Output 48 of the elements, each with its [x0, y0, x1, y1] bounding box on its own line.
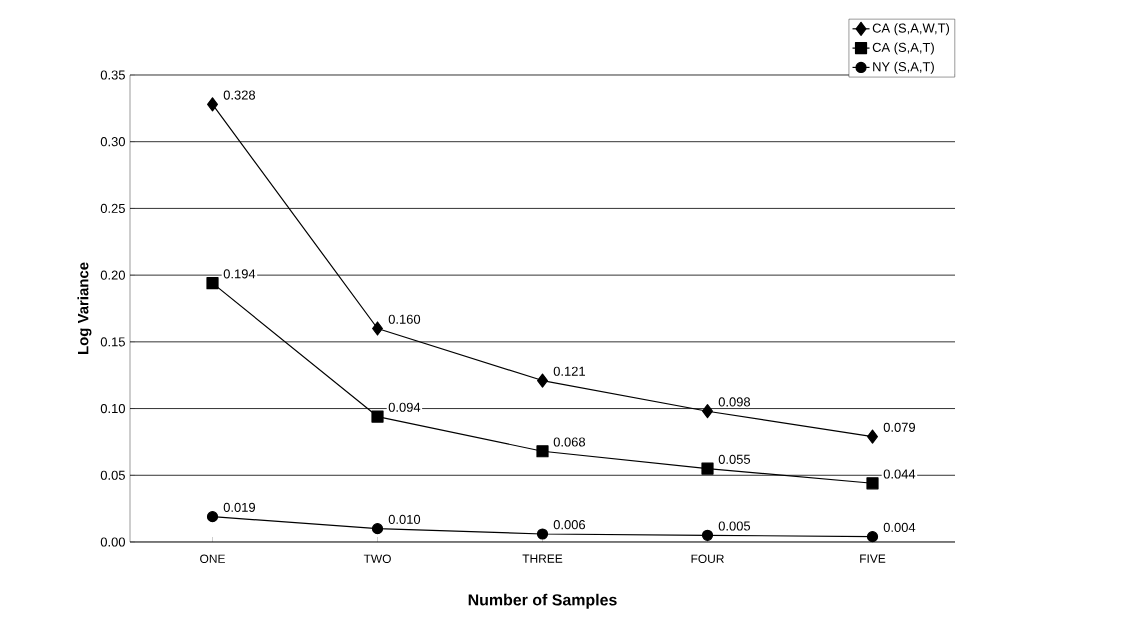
data-label: 0.006 — [553, 520, 586, 530]
y-tick-label: 0.25 — [100, 203, 125, 213]
x-tick-label: FOUR — [691, 554, 724, 563]
data-label: 0.010 — [388, 514, 421, 524]
data-label: 0.194 — [223, 269, 256, 279]
y-tick-label: 0.15 — [100, 337, 125, 347]
x-tick-label: FIVE — [860, 554, 886, 563]
point — [371, 410, 384, 423]
y-tick-label: 0.05 — [100, 470, 125, 480]
y-tick-label: 0.35 — [100, 70, 125, 80]
y-tick-label: 0.10 — [100, 403, 125, 414]
point — [371, 523, 384, 535]
point — [536, 528, 549, 540]
data-label: 0.004 — [883, 522, 916, 532]
point — [206, 511, 219, 523]
x-tick-label: ONE — [200, 554, 225, 563]
data-label: 0.121 — [553, 366, 585, 376]
x-tick-label: TWO — [363, 554, 391, 563]
point — [701, 529, 714, 541]
data-label: 0.079 — [883, 422, 915, 432]
point — [866, 531, 879, 543]
x-axis-title: Number of Samples — [468, 593, 617, 609]
data-label: 0.005 — [718, 521, 751, 531]
data-label: 0.328 — [223, 90, 256, 100]
point — [537, 373, 548, 388]
point — [701, 462, 714, 475]
point — [702, 404, 713, 419]
y-tick-label: 0.30 — [100, 137, 125, 147]
point — [207, 97, 218, 112]
y-axis-title: Log Variance — [77, 262, 92, 354]
point — [206, 277, 219, 290]
legend-label: CA (S,A,T) — [872, 42, 934, 55]
point — [536, 445, 549, 458]
y-tick-label: 0.00 — [100, 537, 125, 547]
data-label: 0.044 — [883, 469, 916, 479]
data-label: 0.094 — [388, 402, 421, 412]
y-tick-label: 0.20 — [100, 270, 125, 280]
point — [372, 321, 383, 336]
data-label: 0.068 — [553, 437, 586, 447]
data-label: 0.019 — [223, 502, 256, 512]
data-label: 0.098 — [718, 397, 751, 407]
data-label: 0.055 — [718, 454, 751, 464]
point — [866, 477, 879, 490]
legend-label: CA (S,A,W,T) — [872, 23, 950, 36]
x-tick-label: THREE — [522, 554, 563, 563]
data-label: 0.160 — [388, 314, 421, 324]
point — [867, 429, 878, 444]
legend-label: NY (S,A,T) — [873, 61, 934, 74]
